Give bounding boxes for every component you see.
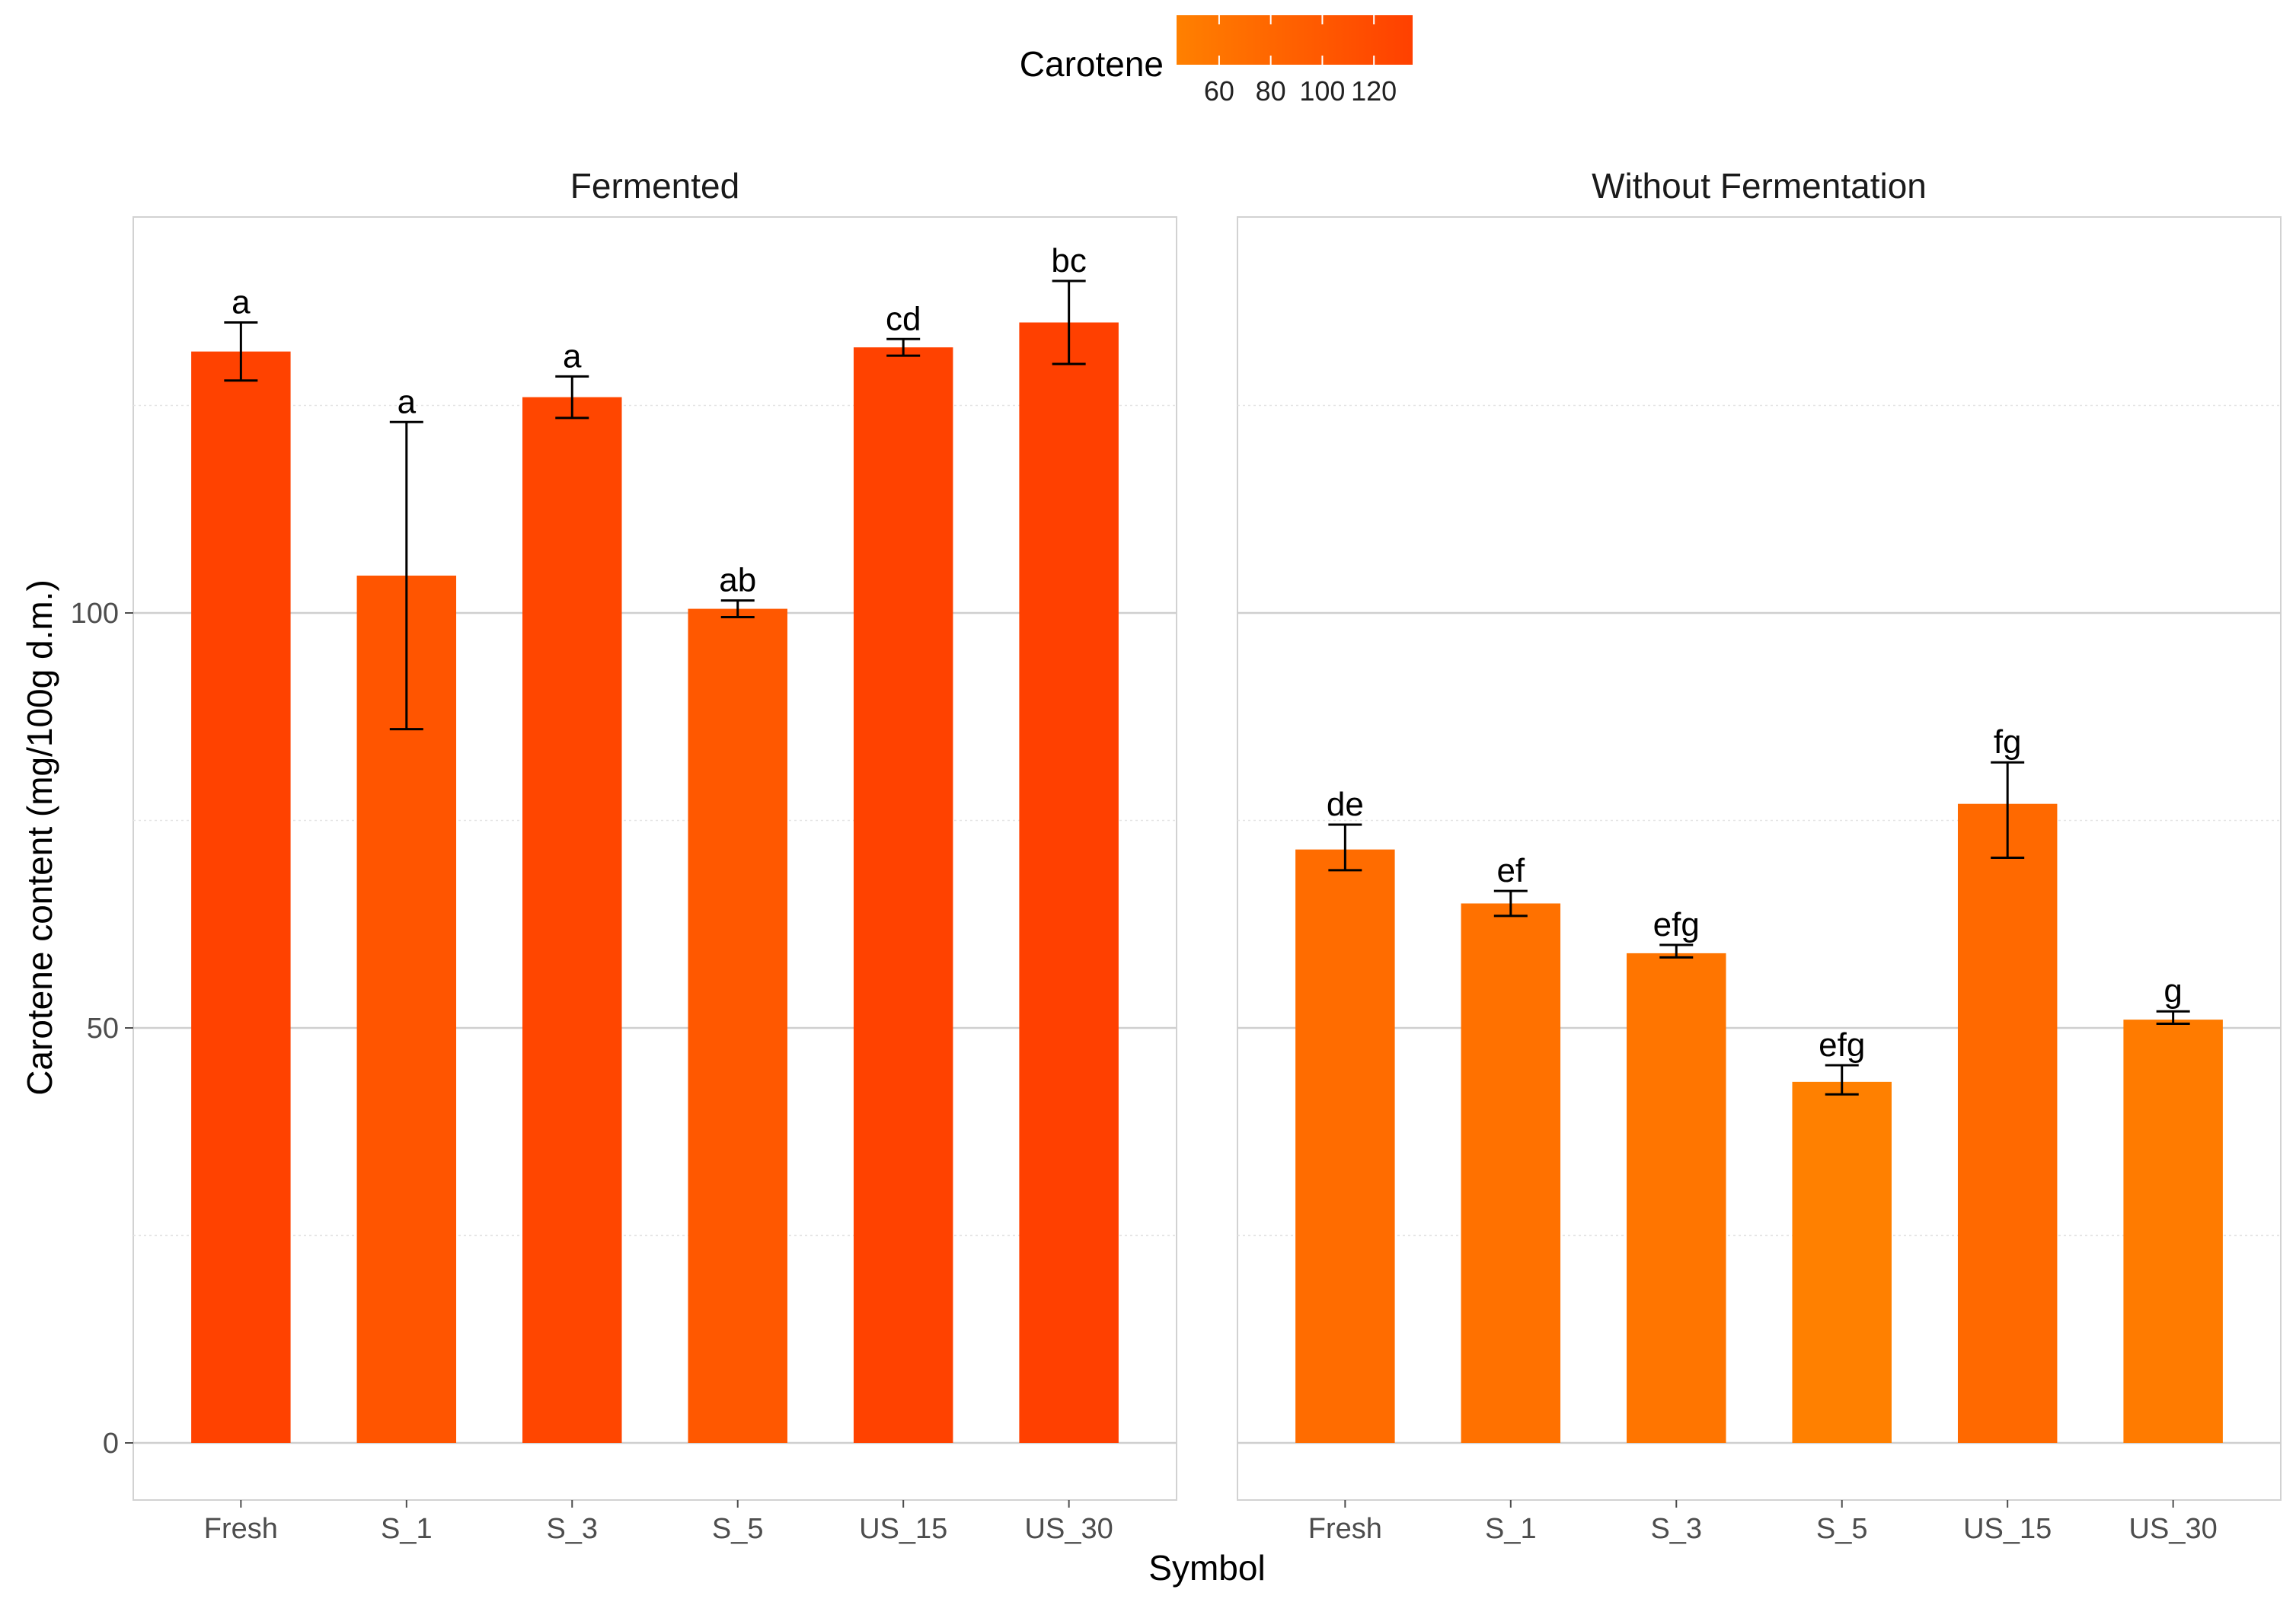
significance-label: a (232, 284, 251, 321)
panel-border (1237, 216, 2282, 1501)
error-bar (2156, 1010, 2190, 1026)
x-tick-label: S_1 (1485, 1513, 1537, 1545)
error-bar (1991, 761, 2025, 860)
bar (688, 608, 787, 1443)
x-tick-label: US_30 (2129, 1513, 2218, 1545)
error-bar (720, 599, 755, 618)
x-tick-label: US_15 (859, 1513, 947, 1545)
y-axis-title: Carotene content (mg/100g d.m.) (20, 579, 59, 1096)
error-bar (1493, 889, 1528, 918)
bar (2123, 1020, 2223, 1443)
significance-label: a (563, 337, 582, 375)
legend-tick-label: 80 (1256, 75, 1286, 107)
x-tick-label: Fresh (204, 1513, 278, 1545)
x-tick-label: S_3 (546, 1513, 598, 1545)
legend-title: Carotene (1020, 44, 1164, 84)
panel-without-fermentation: de Fresh ef S_1 efg S_3 efg S_5 fg US_15 g US_30 (1237, 216, 2282, 1545)
error-bar (1052, 279, 1086, 365)
bar (1295, 849, 1395, 1443)
bar (1019, 322, 1119, 1443)
significance-label: efg (1819, 1026, 1865, 1064)
legend-tick-label: 100 (1299, 75, 1345, 107)
significance-label: fg (1994, 723, 2022, 761)
bar (522, 397, 622, 1443)
bar (853, 347, 953, 1444)
y-tick-label: 50 (87, 1013, 119, 1045)
legend-tick-label: 60 (1204, 75, 1234, 107)
x-tick-label: S_5 (1816, 1513, 1868, 1545)
facet-label-fermented: Fermented (570, 166, 739, 206)
significance-label: bc (1051, 242, 1086, 279)
legend: Carotene 60 80 100 120 (1020, 15, 1413, 107)
error-bar (389, 420, 423, 731)
y-tick-label: 0 (103, 1428, 119, 1460)
legend-colorbar (1177, 15, 1413, 65)
significance-label: cd (886, 300, 921, 337)
panel-border (133, 216, 1177, 1501)
bar (1461, 903, 1561, 1443)
x-tick-label: S_1 (381, 1513, 433, 1545)
x-tick-label: S_5 (712, 1513, 764, 1545)
x-tick-label: US_30 (1025, 1513, 1113, 1545)
significance-label: a (398, 383, 417, 420)
legend-tick-label: 120 (1351, 75, 1397, 107)
x-tick-label: S_3 (1650, 1513, 1702, 1545)
significance-label: ef (1496, 852, 1525, 889)
facet-label-without-fermentation: Without Fermentation (1592, 166, 1927, 206)
significance-label: g (2163, 972, 2182, 1010)
error-bar (555, 375, 589, 420)
significance-label: ab (719, 562, 756, 599)
error-bar (224, 321, 258, 382)
bar (191, 351, 291, 1443)
x-tick-label: US_15 (1963, 1513, 2052, 1545)
error-bar (886, 337, 921, 357)
y-tick-label: 100 (71, 598, 119, 630)
x-axis-title: Symbol (1148, 1548, 1265, 1588)
error-bar (1659, 943, 1694, 959)
y-axis: 0 50 100 (71, 598, 133, 1460)
significance-label: efg (1653, 906, 1700, 943)
bar (1627, 953, 1726, 1443)
error-bar (1825, 1064, 1859, 1096)
bar (1792, 1081, 1892, 1443)
significance-label: de (1327, 786, 1364, 823)
x-tick-label: Fresh (1308, 1513, 1382, 1545)
error-bar (1328, 823, 1362, 872)
panel-fermented: a Fresh a S_1 a S_3 ab S_5 cd US_15 bc US_30 (133, 216, 1177, 1545)
bar (1957, 803, 2058, 1443)
